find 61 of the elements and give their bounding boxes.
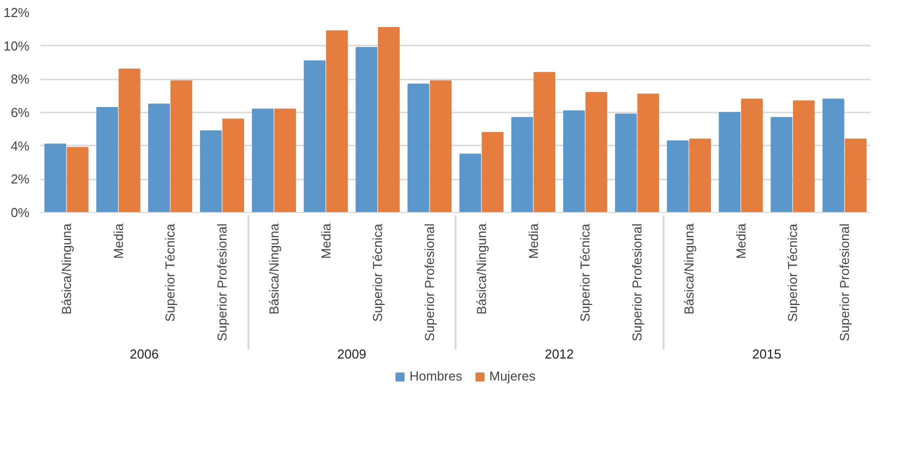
legend-label: Hombres [410, 368, 462, 384]
bar [274, 108, 296, 212]
x-tick-label: Básica/Ninguna [58, 222, 74, 315]
x-tick-label: Superior Profesional [422, 223, 438, 342]
bar [170, 80, 192, 212]
bar [200, 130, 222, 212]
bar [792, 100, 815, 212]
bar [482, 132, 504, 212]
x-tick-label: Básica/Ninguna [474, 222, 489, 315]
bar [326, 30, 348, 212]
text: 2012 [544, 346, 574, 362]
bar [459, 154, 482, 212]
y-tick-label: 8% [10, 72, 30, 87]
bar [252, 108, 274, 212]
x-tick-label: Superior Profesional [630, 223, 645, 342]
bar [615, 114, 637, 212]
bar [534, 72, 556, 212]
bar [430, 80, 452, 212]
bar [408, 84, 430, 212]
bar [304, 60, 326, 212]
x-tick-label: Media [526, 222, 541, 259]
bar [689, 138, 711, 212]
bar [44, 144, 66, 212]
bar [666, 140, 689, 212]
bar [511, 117, 534, 212]
y-tick-label: 4% [10, 138, 30, 154]
bar [356, 47, 378, 212]
bar [148, 104, 170, 212]
x-tick-label: Superior Técnica [785, 222, 800, 322]
y-tick-label: 12% [3, 5, 30, 20]
bar [844, 138, 867, 212]
x-tick-label: Superior Profesional [214, 223, 230, 342]
x-tick-label: Básica/Ninguna [266, 222, 282, 315]
x-tick-label: Superior Técnica [578, 222, 593, 322]
text: 2009 [337, 346, 366, 362]
bar [118, 68, 140, 212]
bar [222, 118, 244, 212]
x-tick-label: Superior Técnica [162, 222, 178, 322]
x-tick-label: Media [733, 222, 748, 259]
bar [96, 107, 118, 212]
x-tick-label: Básica/Ninguna [681, 222, 696, 315]
bar [637, 94, 660, 212]
bar [718, 112, 741, 212]
y-tick-label: 6% [10, 105, 30, 120]
bar [741, 98, 763, 212]
legend-label: Mujeres [489, 368, 536, 384]
bar [563, 110, 585, 212]
x-tick-label: Superior Profesional [837, 223, 852, 342]
x-tick-label: Superior Técnica [370, 222, 386, 322]
bar [66, 147, 88, 212]
text: 2006 [130, 346, 159, 362]
x-tick-label: Media [318, 222, 334, 259]
y-tick-label: 0% [10, 205, 30, 220]
bar [822, 98, 844, 212]
y-tick-label: 10% [3, 38, 30, 54]
x-tick-label: Media [110, 222, 126, 259]
bar [770, 117, 792, 212]
bar [378, 27, 400, 212]
text: 2015 [752, 346, 782, 362]
bar [585, 92, 608, 212]
y-tick-label: 2% [10, 172, 30, 187]
